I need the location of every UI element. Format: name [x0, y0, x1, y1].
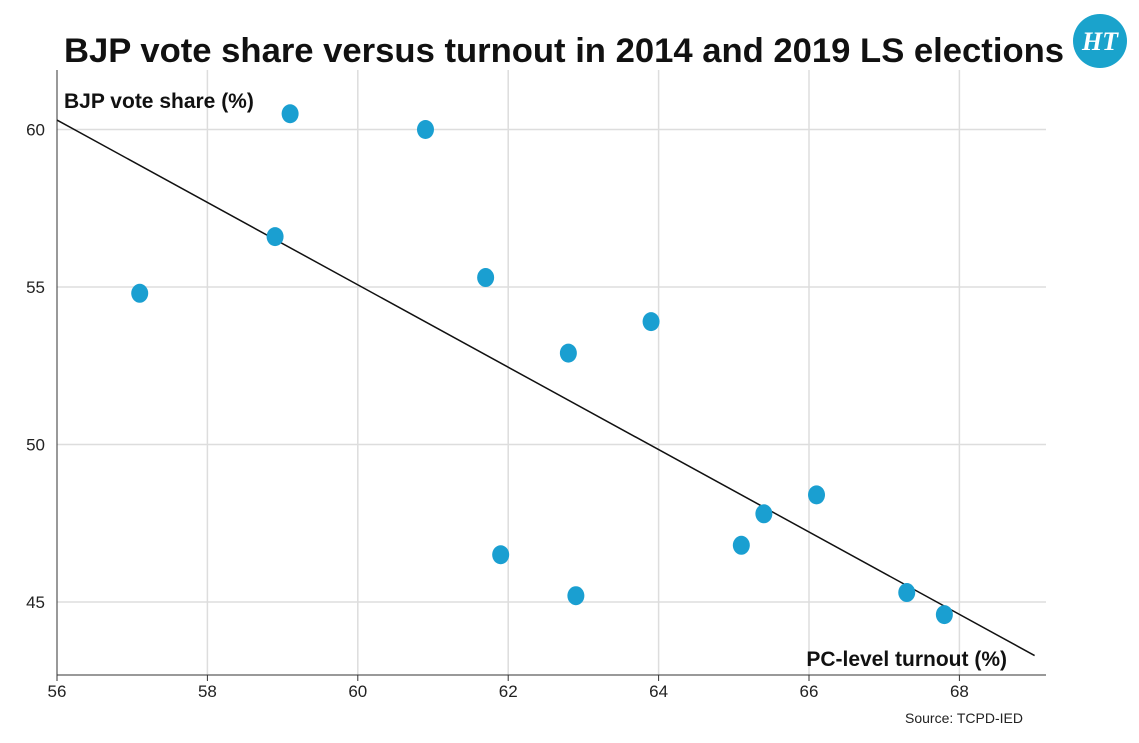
y-axis-label: BJP vote share (%) — [64, 90, 254, 113]
data-point — [131, 283, 149, 303]
data-point — [808, 485, 826, 505]
x-tick-label: 64 — [649, 682, 668, 701]
data-point — [492, 545, 510, 565]
data-point — [935, 605, 953, 625]
data-point — [559, 343, 577, 363]
data-point — [416, 120, 434, 139]
y-tick-label: 55 — [26, 278, 45, 297]
y-tick-label: 60 — [26, 121, 45, 140]
gridlines — [57, 70, 1046, 675]
x-tick-label: 66 — [800, 682, 819, 701]
tick-labels: 56 58 60 62 64 66 68 45 50 55 60 — [26, 121, 969, 702]
y-tick-label: 50 — [26, 436, 45, 455]
ht-logo-text: HT — [1081, 27, 1119, 56]
data-points — [131, 104, 953, 625]
data-point — [266, 227, 284, 247]
chart-title: BJP vote share versus turnout in 2014 an… — [64, 32, 1064, 70]
ht-logo: HT — [1073, 14, 1127, 68]
data-point — [281, 104, 299, 124]
axes — [56, 70, 1046, 681]
x-tick-label: 56 — [48, 682, 67, 701]
data-point — [477, 268, 495, 288]
trendline-group — [56, 119, 1035, 657]
x-tick-label: 60 — [348, 682, 367, 701]
x-tick-label: 62 — [499, 682, 518, 701]
trendline — [56, 119, 1035, 657]
x-tick-label: 68 — [950, 682, 969, 701]
x-tick-label: 58 — [198, 682, 217, 701]
data-point — [732, 535, 750, 555]
x-axis-label: PC-level turnout (%) — [806, 648, 1007, 671]
data-point — [567, 586, 585, 606]
y-tick-label: 45 — [26, 593, 45, 612]
data-point — [898, 583, 916, 603]
source-note: Source: TCPD-IED — [905, 710, 1023, 726]
data-point — [755, 504, 773, 524]
data-point — [642, 312, 660, 332]
